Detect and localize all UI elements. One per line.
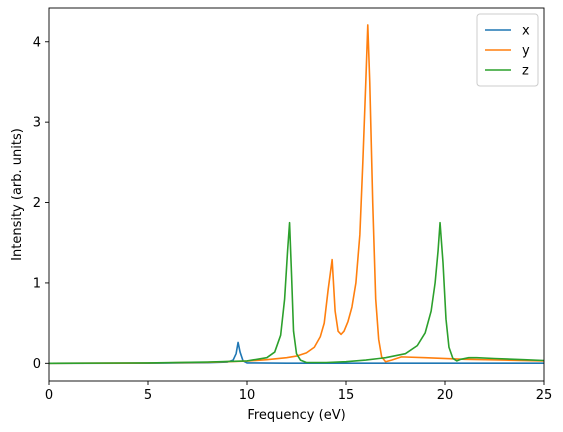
- x-tick-label: 20: [437, 388, 454, 403]
- x-tick-label: 25: [536, 388, 553, 403]
- y-tick-label: 3: [33, 116, 41, 131]
- y-tick-label: 0: [33, 357, 41, 372]
- x-tick-label: 10: [239, 388, 256, 403]
- y-axis-label: Intensity (arb. units): [10, 128, 25, 261]
- legend-label-x: x: [522, 24, 530, 39]
- x-tick-label: 0: [45, 388, 53, 403]
- series-line-z: [48, 221, 545, 365]
- y-tick-label: 2: [33, 196, 41, 211]
- plot-lines: [48, 24, 545, 365]
- plot-frame: [48, 7, 545, 382]
- x-axis-ticks: 0 5 10 15 20 25: [45, 381, 552, 403]
- legend-label-y: y: [522, 44, 530, 59]
- y-tick-label: 4: [33, 35, 41, 50]
- plot-background: [49, 8, 544, 381]
- x-axis-label: Frequency (eV): [247, 408, 345, 423]
- x-tick-label: 5: [144, 388, 152, 403]
- legend: xyz: [476, 13, 539, 87]
- series-line-y: [48, 24, 545, 365]
- y-axis-ticks: 0 1 2 3 4: [33, 35, 49, 372]
- legend-label-z: z: [522, 64, 529, 79]
- x-tick-label: 15: [338, 388, 355, 403]
- y-tick-label: 1: [33, 276, 41, 291]
